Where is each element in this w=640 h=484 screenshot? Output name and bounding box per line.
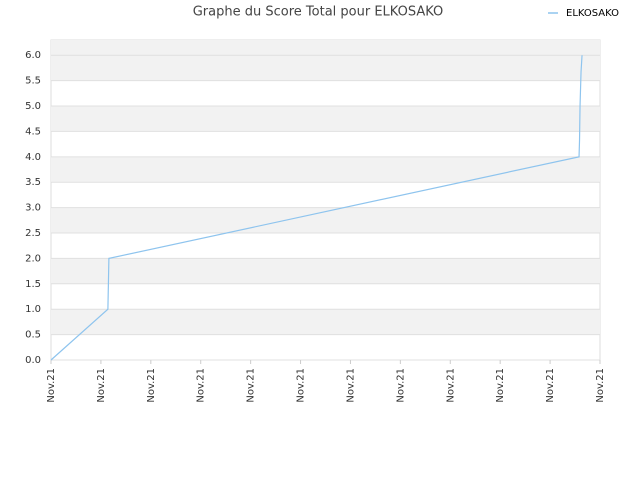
x-tick-label: Nov.21 (545, 368, 556, 403)
grid-band (51, 55, 600, 81)
y-tick-label: 4.5 (25, 126, 41, 137)
x-tick-label: Nov.21 (345, 368, 356, 403)
grid-band (51, 309, 600, 335)
x-tick-label: Nov.21 (196, 368, 207, 403)
grid-band (51, 40, 600, 56)
x-tick-label: Nov.21 (146, 368, 157, 403)
x-tick-label: Nov.21 (246, 368, 257, 403)
plot-area (50, 39, 601, 361)
x-tick-label: Nov.21 (495, 368, 506, 403)
x-tick-label: Nov.21 (595, 368, 606, 403)
y-tick-label: 4.0 (25, 152, 41, 163)
y-tick-label: 2.0 (25, 253, 41, 264)
y-tick-label: 6.0 (25, 50, 41, 61)
y-tick-label: 2.5 (25, 228, 41, 239)
x-tick-label: Nov.21 (445, 368, 456, 403)
x-tick-label: Nov.21 (96, 368, 107, 403)
legend-label: ELKOSAKO (566, 8, 619, 19)
x-tick-label: Nov.21 (296, 368, 307, 403)
y-tick-label: 0.5 (25, 330, 41, 341)
grid-band (51, 258, 600, 284)
y-tick-label: 1.5 (25, 279, 41, 290)
y-tick-label: 3.5 (25, 177, 41, 188)
x-tick-label: Nov.21 (395, 368, 406, 403)
chart-title: Graphe du Score Total pour ELKOSAKO (193, 5, 444, 20)
grid-band (51, 106, 600, 132)
grid-band (51, 156, 600, 183)
y-tick-label: 5.5 (25, 76, 41, 87)
y-tick-label: 0.0 (25, 355, 41, 366)
x-tick-label: Nov.21 (46, 368, 57, 403)
line (50, 55, 583, 361)
y-tick-label: 5.0 (25, 101, 41, 112)
y-tick-label: 3.0 (25, 203, 41, 214)
y-tick-label: 1.0 (25, 304, 41, 315)
